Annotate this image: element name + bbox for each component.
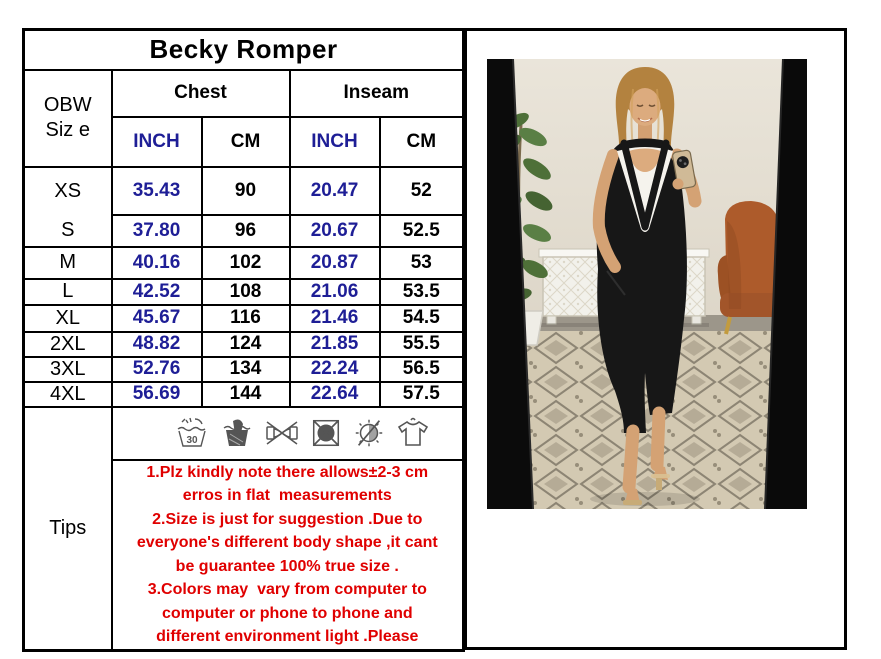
chest-cm-cell: 144 (200, 380, 291, 408)
size-column-header: OBW Siz e (22, 68, 113, 168)
chest-cm-cell: 124 (200, 330, 291, 358)
inseam-inch-cell: 22.64 (288, 380, 381, 408)
table-row: XL 45.67 116 21.46 54.5 (22, 303, 465, 333)
size-cell: 2XL (22, 330, 113, 358)
table-row: OBW Siz e Chest Inseam (22, 68, 465, 168)
rust-armchair (717, 201, 783, 335)
chest-inch-header: INCH (110, 115, 203, 168)
drip-dry-icon (397, 417, 428, 446)
mirror-edge-left (487, 59, 533, 509)
inseam-cm-cell: 52.5 (378, 213, 465, 248)
inseam-cm-cell: 56.5 (378, 355, 465, 383)
table-row: L 42.52 108 21.06 53.5 (22, 277, 465, 306)
chest-inch-cell: 37.80 (110, 213, 203, 248)
inseam-inch-cell: 21.46 (288, 303, 381, 333)
size-cell: M (22, 245, 113, 280)
table-row: 1.Plz kindly note there allows±2-3 cm er… (24, 458, 465, 651)
inseam-cm-cell: 52 (378, 165, 465, 216)
chest-cm-cell: 96 (200, 213, 291, 248)
page-title: Becky Romper (22, 28, 465, 71)
inseam-inch-header: INCH (288, 115, 381, 168)
inseam-cm-cell: 53 (378, 245, 465, 280)
hand-wash-30-icon: 30 (177, 417, 206, 447)
chest-header: Chest (110, 68, 291, 118)
care-icons: 30 (114, 416, 462, 450)
photo-frame (464, 28, 847, 650)
hair (615, 67, 675, 165)
table-row: S 37.80 96 20.67 52.5 (22, 213, 465, 248)
chest-inch-cell: 52.76 (110, 355, 203, 383)
inseam-header: Inseam (288, 68, 465, 118)
left-leg (622, 424, 640, 494)
tips-label: Tips (22, 405, 113, 651)
table-row: XS 35.43 90 20.47 52 (22, 165, 465, 216)
size-cell: XS (22, 165, 113, 215)
right-leg (650, 406, 666, 472)
size-cell: L (22, 277, 113, 306)
mirror-edge-right (765, 59, 807, 509)
size-header-line1: OBW (43, 94, 92, 116)
face (629, 88, 661, 126)
product-photo (487, 59, 807, 509)
chest-inch-cell: 35.43 (110, 165, 203, 216)
svg-text:30: 30 (186, 435, 198, 446)
tips-text: 1.Plz kindly note there allows±2-3 cm er… (110, 458, 465, 651)
hand-wash-icon (223, 419, 251, 446)
chest-inch-cell: 40.16 (110, 245, 203, 280)
table-row: 2XL 48.82 124 21.85 55.5 (22, 330, 465, 358)
chest-cm-cell: 116 (200, 303, 291, 333)
chest-cm-header: CM (200, 115, 291, 168)
size-header-line2: Siz e (45, 119, 90, 141)
size-cell: 4XL (22, 380, 113, 408)
inseam-cm-cell: 55.5 (378, 330, 465, 358)
romper (596, 138, 687, 433)
table-row: 4XL 56.69 144 22.64 57.5 (22, 380, 465, 408)
do-not-sun-dry-icon (355, 419, 383, 447)
chest-cm-cell: 108 (200, 277, 291, 306)
inseam-cm-header: CM (378, 115, 465, 168)
care-icons-row: 30 (110, 405, 465, 461)
table-row: Becky Romper (22, 28, 465, 71)
inseam-inch-cell: 20.87 (288, 245, 381, 280)
chest-inch-cell: 45.67 (110, 303, 203, 333)
inseam-inch-cell: 20.47 (288, 165, 381, 216)
size-cell: 3XL (22, 355, 113, 383)
chest-cm-cell: 102 (200, 245, 291, 280)
size-cell: S (22, 213, 113, 248)
table-row: 3XL 52.76 134 22.24 56.5 (22, 355, 465, 383)
chest-cm-cell: 90 (200, 165, 291, 216)
model-shadow (590, 492, 700, 506)
left-arm (592, 149, 621, 273)
inseam-inch-cell: 22.24 (288, 355, 381, 383)
size-chart-table: Becky Romper OBW Siz e Chest Inseam INCH… (22, 28, 466, 652)
table-row: M 40.16 102 20.87 53 (22, 245, 465, 280)
inseam-cm-cell: 54.5 (378, 303, 465, 333)
chest-cm-cell: 134 (200, 355, 291, 383)
do-not-wring-icon (266, 421, 298, 445)
inseam-inch-cell: 21.06 (288, 277, 381, 306)
chest-inch-cell: 56.69 (110, 380, 203, 408)
chest-inch-cell: 48.82 (110, 330, 203, 358)
table-row: Tips 30 (22, 405, 465, 651)
do-not-tumble-dry-icon (312, 419, 339, 447)
inseam-cm-cell: 53.5 (378, 277, 465, 306)
inseam-inch-cell: 21.85 (288, 330, 381, 358)
chest-inch-cell: 42.52 (110, 277, 203, 306)
inseam-inch-cell: 20.67 (288, 213, 381, 248)
inseam-cm-cell: 57.5 (378, 380, 465, 408)
size-cell: XL (22, 303, 113, 333)
model (592, 67, 702, 505)
table-row: INCH CM INCH CM (24, 115, 465, 168)
